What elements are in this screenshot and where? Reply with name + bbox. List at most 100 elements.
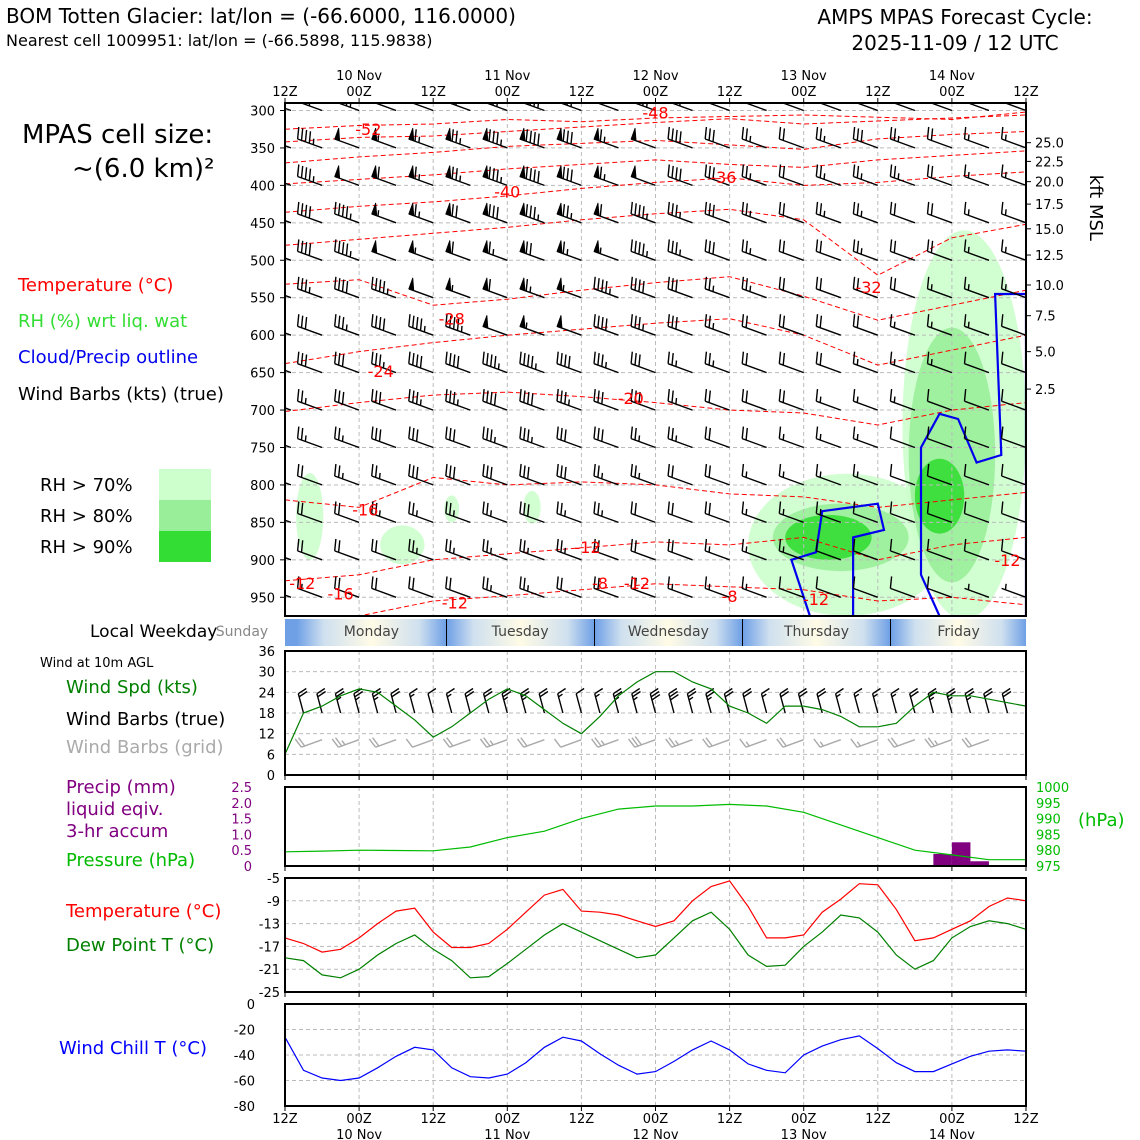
wind-barb-600-18 [371, 314, 397, 336]
wind-barb-850-36 [482, 501, 508, 524]
wind-barb-450-72 [704, 201, 730, 224]
wind-barb-400-48-flag [556, 165, 563, 179]
wind-barb-300-18-flag [374, 103, 378, 104]
true-barb-75 [742, 687, 753, 714]
wind-barb-550-114 [963, 276, 990, 299]
wind-barb-650-6 [296, 351, 323, 374]
bottom-date-label-3: 11 Nov [484, 1128, 530, 1140]
temp-ytick--9: -9 [267, 895, 280, 910]
wind-barb-500-114 [963, 239, 990, 261]
wind-barb-750-54 [593, 426, 619, 449]
wind10m-ytick-18: 18 [258, 707, 275, 722]
temp-label-2: -40 [494, 182, 520, 201]
wind-barb-900-0 [285, 556, 292, 561]
windchill-ytick--20: -20 [234, 1024, 255, 1039]
wind-barb-800-102 [889, 463, 916, 486]
wind-barb-500-60 [630, 239, 656, 261]
wind-barb-400-18-flag [371, 165, 378, 179]
true-barb-117 [1001, 687, 1012, 714]
wind-barb-800-24 [408, 463, 434, 486]
forecast-cycle-label: AMPS MPAS Forecast Cycle: [817, 5, 1093, 29]
wind-barb-700-66 [667, 389, 693, 411]
grid-barb-90 [813, 738, 842, 748]
true-barb-15 [371, 687, 382, 714]
legend-pressure: Pressure (hPa) [66, 850, 196, 871]
wind-barb-350-24-flag [408, 127, 415, 142]
wind-barb-500-42-flag [519, 240, 526, 254]
wind-barb-500-84 [778, 239, 804, 261]
wind10m-ytick-30: 30 [258, 666, 275, 681]
true-barb-51 [594, 687, 604, 714]
wind-barb-400-30 [445, 166, 471, 187]
wind-barb-900-42 [519, 538, 545, 561]
wind-barb-300-48 [558, 103, 582, 112]
true-barb-39 [519, 687, 530, 714]
temp-label-8: -16 [352, 501, 378, 520]
isotherm--44 [285, 131, 1026, 164]
wind-barb-850-108 [926, 501, 953, 524]
bottom-date-label-5: 12 Nov [632, 1128, 678, 1140]
forecast-cycle-title: AMPS MPAS Forecast Cycle: 2025-11-09 / 1… [770, 4, 1140, 56]
wind-barb-650-30 [445, 351, 471, 374]
wind-barb-400-84 [778, 164, 804, 187]
dewpoint-line [284, 911, 1027, 979]
pressure-tick-label-300: 300 [250, 104, 275, 119]
true-barb-99 [890, 687, 900, 714]
wind-barb-700-72 [704, 389, 730, 411]
wind-barb-350-36 [482, 129, 508, 149]
wind-barb-550-36-flag [482, 277, 489, 292]
pressure-tick-label-500: 500 [250, 254, 275, 269]
kft-tick-label-12.5: 12.5 [1035, 249, 1064, 264]
wind-barb-850-54 [593, 501, 619, 524]
kft-tick-label-5.0: 5.0 [1035, 346, 1056, 361]
wind-barb-500-12 [334, 239, 360, 261]
pressure-tick-label-650: 650 [250, 367, 275, 382]
wind-barb-700-84 [778, 389, 804, 411]
forecast-cycle-date: 2025-11-09 / 12 UTC [851, 31, 1059, 55]
pressure-ytick-3: 990 [1036, 813, 1061, 828]
wind-barb-850-6 [296, 501, 323, 524]
legend-cloud: Cloud/Precip outline [18, 347, 199, 368]
kft-tick-label-7.5: 7.5 [1035, 310, 1056, 325]
legend-precip: Precip (mm) [66, 777, 176, 798]
wind-barb-650-108 [926, 351, 953, 374]
kft-axis-label: kft MSL [1085, 175, 1106, 241]
wind-barb-950-78 [741, 576, 767, 598]
wind-barb-300-48-flag [559, 103, 563, 104]
pressure-ytick-5: 1000 [1036, 781, 1069, 796]
wind-barb-650-84 [778, 351, 804, 374]
wind-barb-950-60 [630, 576, 656, 598]
wind-barb-700-102 [889, 389, 916, 411]
pressure-ytick-1: 980 [1036, 844, 1061, 859]
wind-barb-400-90 [815, 164, 842, 187]
wind-speed-line [284, 671, 1027, 755]
legend-temperature: Temperature (°C) [18, 275, 174, 296]
wind-barb-450-42 [519, 204, 545, 224]
true-barb-66 [686, 687, 697, 714]
true-barb-114 [983, 687, 993, 714]
wind-barb-700-30 [445, 389, 471, 411]
wind-barb-850-42 [519, 501, 545, 524]
wind-barb-600-90 [815, 314, 842, 336]
wind-barb-450-108 [926, 201, 953, 224]
legend-precip-liquid: liquid eqiv. [66, 799, 164, 820]
wind-barb-500-102 [889, 239, 916, 261]
true-barb-108 [946, 687, 956, 714]
wind-barb-900-54 [593, 538, 619, 561]
precip-bar-0 [933, 853, 952, 866]
wind-barb-900-24 [408, 538, 434, 561]
wind-barb-650-102 [889, 351, 916, 374]
kft-tick-label-22.5: 22.5 [1035, 155, 1064, 170]
wind-barb-350-114 [963, 126, 990, 149]
wind-barb-650-12 [334, 351, 360, 374]
wind-barb-900-60 [630, 538, 656, 561]
wind-barb-550-42-flag [519, 277, 526, 292]
wind-barb-400-102 [889, 164, 916, 187]
grid-barb-30 [442, 737, 471, 748]
wind-barb-350-60-flag [630, 127, 637, 142]
wind-barb-800-78 [741, 463, 767, 486]
bottom-tick-label-2: 12Z [420, 1112, 446, 1127]
wind-barb-800-114 [963, 463, 990, 486]
isotherm--52 [285, 111, 1026, 130]
grid-barb-72 [702, 737, 730, 748]
